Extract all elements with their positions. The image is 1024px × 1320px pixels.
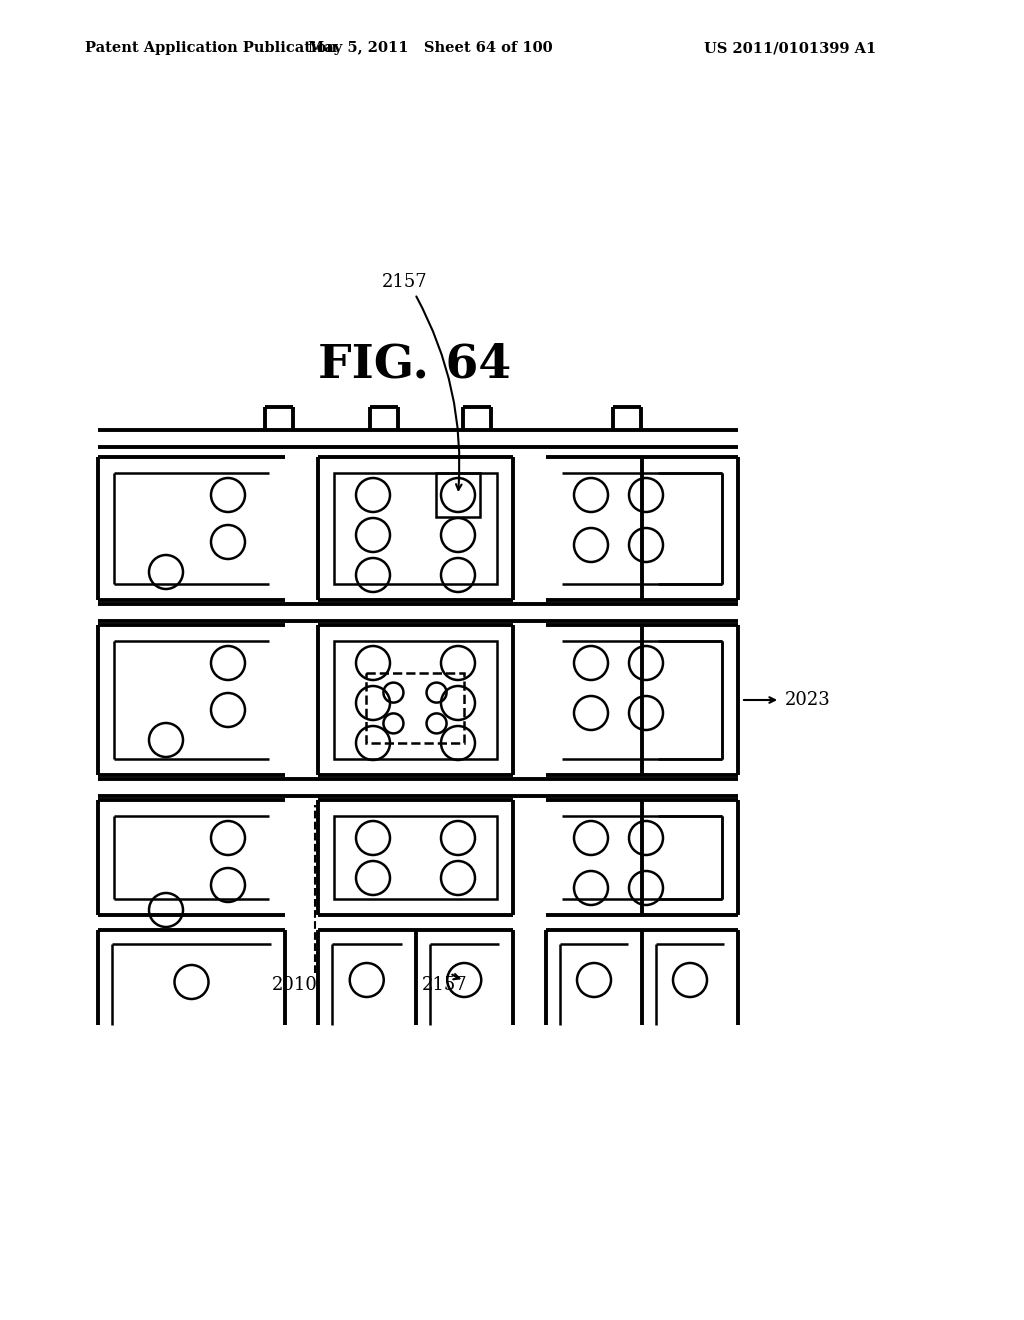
Bar — [436, 473, 480, 517]
Text: Patent Application Publication: Patent Application Publication — [85, 41, 337, 55]
Bar — [334, 473, 497, 583]
Text: May 5, 2011   Sheet 64 of 100: May 5, 2011 Sheet 64 of 100 — [307, 41, 552, 55]
Text: 2157: 2157 — [422, 975, 468, 994]
Bar — [366, 673, 464, 743]
Text: 2023: 2023 — [785, 690, 830, 709]
Bar — [334, 642, 497, 759]
Text: 2010: 2010 — [272, 975, 317, 994]
Text: US 2011/0101399 A1: US 2011/0101399 A1 — [703, 41, 877, 55]
Bar — [334, 816, 497, 899]
Text: 2157: 2157 — [382, 273, 428, 290]
Text: FIG. 64: FIG. 64 — [318, 342, 512, 388]
